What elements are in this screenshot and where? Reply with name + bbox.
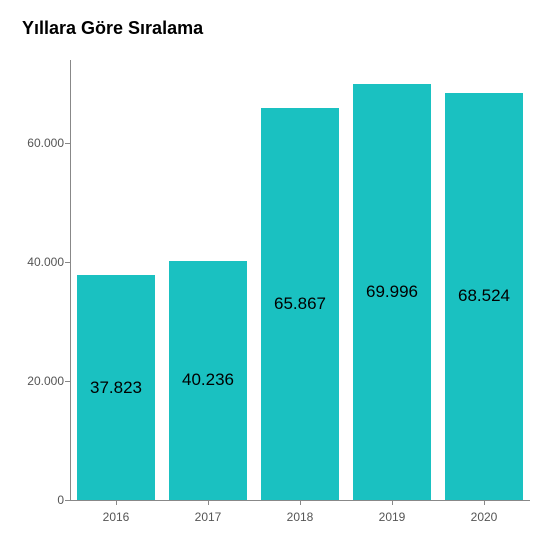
bar-value-label: 40.236 xyxy=(169,370,247,390)
bar-value-label: 37.823 xyxy=(77,378,155,398)
x-axis-label: 2018 xyxy=(287,510,314,524)
bar-value-label: 68.524 xyxy=(445,286,523,306)
x-tick-mark xyxy=(116,500,117,505)
y-tick-label: 40.000 xyxy=(27,255,64,269)
bar-value-label: 69.996 xyxy=(353,282,431,302)
chart-container: Yıllara Göre Sıralama 0 20.000 40.000 60.00… xyxy=(0,0,550,550)
x-tick-mark xyxy=(208,500,209,505)
y-tick-mark xyxy=(65,500,70,501)
x-axis-label: 2016 xyxy=(103,510,130,524)
plot-area: 37.823 40.236 65.867 69.996 68.524 xyxy=(70,60,530,500)
bar: 37.823 xyxy=(77,275,155,500)
x-axis-label: 2019 xyxy=(379,510,406,524)
bar: 68.524 xyxy=(445,93,523,500)
bar: 40.236 xyxy=(169,261,247,500)
y-tick-label: 60.000 xyxy=(27,136,64,150)
x-axis-label: 2020 xyxy=(471,510,498,524)
bar: 65.867 xyxy=(261,108,339,500)
x-tick-mark xyxy=(392,500,393,505)
x-tick-mark xyxy=(484,500,485,505)
x-tick-mark xyxy=(300,500,301,505)
y-tick-label: 20.000 xyxy=(27,374,64,388)
bar: 69.996 xyxy=(353,84,431,500)
x-axis-label: 2017 xyxy=(195,510,222,524)
bar-value-label: 65.867 xyxy=(261,294,339,314)
chart-title: Yıllara Göre Sıralama xyxy=(22,18,203,39)
y-tick-label: 0 xyxy=(57,493,64,507)
